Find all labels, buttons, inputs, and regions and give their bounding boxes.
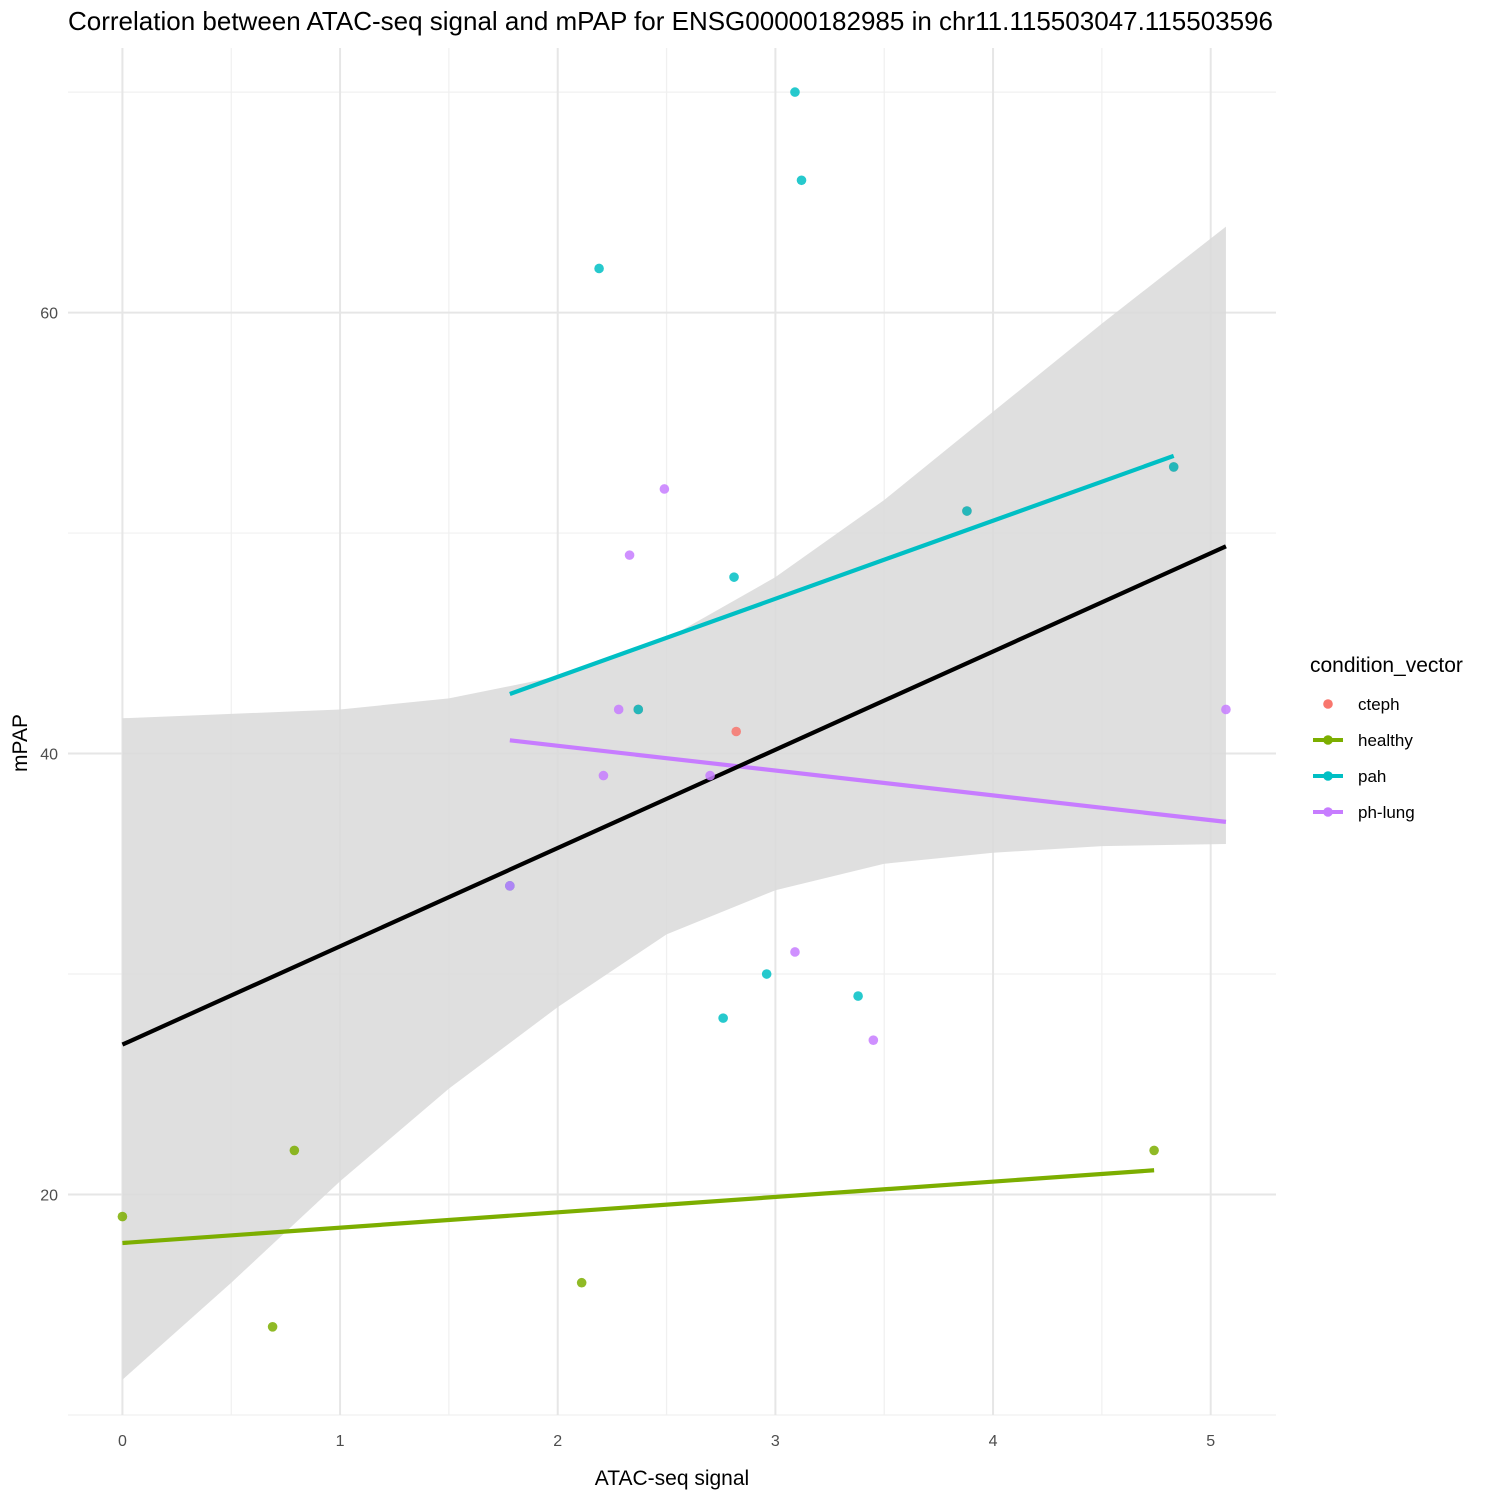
point-pah [853, 991, 863, 1001]
legend-title: condition_vector [1310, 654, 1463, 677]
fit-line-pah [509, 453, 1175, 696]
fit-line-healthy [122, 1168, 1155, 1246]
point-ph-lung [505, 881, 515, 891]
x-tick-label: 0 [118, 1433, 127, 1450]
x-tick-label: 2 [553, 1433, 562, 1450]
data-points [117, 87, 1231, 1332]
point-pah [718, 1013, 728, 1023]
point-ph-lung [624, 550, 635, 560]
fit-line-overall [121, 544, 1227, 1047]
point-ph-lung [659, 484, 670, 494]
point-ph-lung [790, 947, 800, 957]
legend-label-cteph: cteph [1358, 695, 1400, 714]
legend-key-point-healthy [1323, 735, 1333, 745]
point-pah [729, 572, 739, 582]
x-tick-label: 5 [1206, 1433, 1215, 1450]
point-healthy [289, 1145, 300, 1156]
legend-key-point-ph-lung [1323, 807, 1333, 817]
x-tick-label: 3 [771, 1433, 780, 1450]
confidence-band-area [122, 226, 1226, 1380]
fit-lines [121, 453, 1227, 1246]
x-tick-label: 1 [336, 1433, 345, 1450]
point-ph-lung [705, 770, 715, 781]
legend: condition_vector cteph healthy pah ph-lung [1310, 654, 1463, 822]
y-tick-label: 60 [40, 306, 58, 323]
legend-key-point-pah [1323, 771, 1333, 781]
point-ph-lung [598, 770, 609, 781]
y-axis-ticks: 20 40 60 [40, 306, 58, 1205]
point-ph-lung [868, 1035, 879, 1045]
x-axis-ticks: 0 1 2 3 4 5 [118, 1433, 1215, 1450]
point-healthy [117, 1211, 128, 1222]
x-tick-label: 4 [989, 1433, 998, 1450]
fit-line-ph-lung [509, 738, 1227, 824]
point-cteph [731, 726, 742, 737]
x-axis-title: ATAC-seq signal [595, 1467, 749, 1490]
point-ph-lung [1221, 704, 1231, 715]
point-healthy [576, 1277, 587, 1288]
point-pah [761, 969, 772, 979]
point-pah [796, 175, 807, 186]
legend-label-pah: pah [1358, 767, 1386, 786]
point-pah [633, 704, 644, 715]
chart-title: Correlation between ATAC-seq signal and … [68, 6, 1273, 36]
point-ph-lung [613, 704, 624, 715]
legend-label-healthy: healthy [1358, 731, 1413, 750]
point-pah [790, 87, 800, 97]
point-pah [594, 263, 604, 274]
legend-label-ph-lung: ph-lung [1358, 803, 1415, 822]
legend-key-point-cteph [1323, 699, 1333, 709]
y-tick-label: 20 [40, 1188, 58, 1205]
y-tick-label: 40 [40, 747, 58, 764]
point-healthy [1149, 1145, 1159, 1156]
point-pah [1168, 462, 1179, 472]
confidence-band [122, 226, 1226, 1380]
y-axis-title: mPAP [9, 714, 32, 772]
point-healthy [267, 1322, 278, 1332]
point-pah [962, 506, 972, 516]
